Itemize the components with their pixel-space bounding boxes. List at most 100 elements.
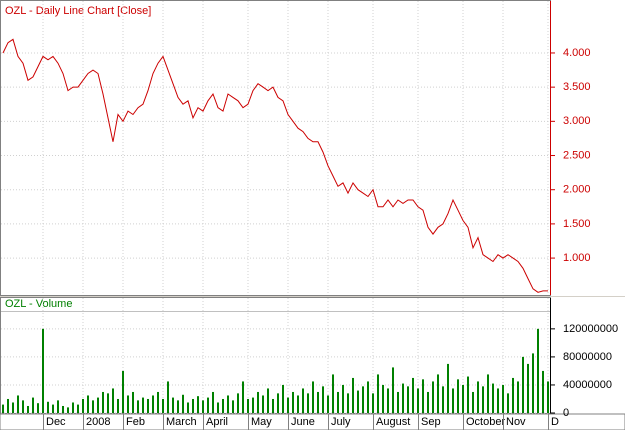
volume-bar	[97, 397, 99, 413]
volume-bar	[277, 393, 279, 413]
volume-bar	[347, 393, 349, 413]
volume-bar	[297, 395, 299, 413]
y-tick-label: 0	[563, 407, 569, 419]
volume-bar	[257, 391, 259, 413]
volume-bar	[37, 403, 39, 413]
volume-bar	[22, 400, 24, 413]
volume-bar	[17, 395, 19, 413]
volume-bar	[352, 377, 354, 413]
volume-bar	[2, 404, 4, 413]
volume-bar	[112, 388, 114, 413]
volume-bar	[452, 388, 454, 413]
volume-bar	[427, 391, 429, 413]
volume-bar	[312, 381, 314, 413]
volume-bar	[332, 374, 334, 413]
x-tick-label: August	[376, 416, 410, 428]
volume-bar	[382, 384, 384, 413]
volume-bar	[232, 400, 234, 413]
volume-bar	[302, 388, 304, 413]
x-tick-label: April	[206, 416, 228, 428]
volume-bar	[412, 377, 414, 413]
volume-bar	[237, 393, 239, 413]
x-tick-label: Sep	[421, 416, 441, 428]
volume-bar	[337, 391, 339, 413]
price-title: OZL - Daily Line Chart [Close]	[5, 5, 151, 17]
x-tick-label: May	[251, 416, 272, 428]
volume-bar	[12, 402, 14, 413]
volume-bar	[467, 376, 469, 413]
volume-bar	[507, 393, 509, 413]
volume-bar	[322, 386, 324, 413]
volume-bar	[477, 381, 479, 413]
volume-bar	[537, 328, 539, 413]
volume-bar	[47, 401, 49, 413]
volume-bar	[72, 402, 74, 413]
volume-bar	[227, 395, 229, 413]
volume-bar	[492, 383, 494, 413]
price-line	[2, 38, 548, 293]
volume-bar	[182, 394, 184, 413]
volume-bar	[177, 400, 179, 413]
x-tick-label: D	[551, 416, 559, 428]
volume-bar	[137, 400, 139, 413]
volume-bar	[402, 383, 404, 413]
y-tick-label: 3.500	[563, 81, 591, 93]
volume-bar	[357, 390, 359, 413]
volume-bar	[147, 398, 149, 413]
volume-bar	[447, 363, 449, 413]
volume-bar	[272, 398, 274, 413]
volume-bar	[142, 397, 144, 413]
volume-bar	[282, 384, 284, 413]
volume-bar	[377, 374, 379, 413]
x-tick-label: October	[466, 416, 505, 428]
volume-bar	[517, 381, 519, 413]
volume-bar	[512, 377, 514, 413]
x-tick-label: Nov	[506, 416, 526, 428]
x-axis-strip	[0, 413, 625, 430]
volume-bar	[267, 388, 269, 413]
volume-axis-area	[551, 297, 625, 414]
volume-bar	[242, 381, 244, 413]
volume-bar	[192, 398, 194, 413]
volume-bar	[422, 379, 424, 413]
volume-bar	[117, 398, 119, 413]
volume-bar	[207, 397, 209, 413]
volume-bar	[292, 391, 294, 413]
volume-bar	[317, 391, 319, 413]
volume-bar	[397, 391, 399, 413]
volume-bar	[362, 386, 364, 413]
volume-bar	[102, 391, 104, 413]
x-tick-label: July	[331, 416, 351, 428]
volume-bar	[62, 405, 64, 413]
y-tick-label: 1.000	[563, 252, 591, 264]
volume-bar	[487, 374, 489, 413]
volume-bar	[472, 391, 474, 413]
volume-bar	[342, 384, 344, 413]
volume-bar	[27, 405, 29, 413]
x-tick-label: 2008	[86, 416, 110, 428]
volume-bar	[7, 398, 9, 413]
volume-bar	[502, 384, 504, 413]
volume-bar	[417, 388, 419, 413]
volume-bar	[152, 395, 154, 413]
volume-bar	[372, 393, 374, 413]
volume-bar	[387, 388, 389, 413]
volume-bar	[77, 404, 79, 413]
volume-bar	[457, 379, 459, 413]
volume-bar	[497, 388, 499, 413]
x-tick-label: Dec	[46, 416, 66, 428]
price-axis-area	[551, 0, 625, 296]
volume-bar	[197, 396, 199, 413]
volume-bar	[202, 400, 204, 413]
volume-bar	[392, 367, 394, 413]
volume-bar	[217, 402, 219, 413]
volume-bar	[32, 397, 34, 413]
volume-bar	[132, 391, 134, 413]
y-tick-label: 3.000	[563, 115, 591, 127]
volume-bar	[252, 397, 254, 413]
y-tick-label: 120000000	[563, 323, 618, 335]
y-tick-label: 80000000	[563, 351, 612, 363]
volume-bar	[327, 395, 329, 413]
volume-bar	[222, 398, 224, 413]
